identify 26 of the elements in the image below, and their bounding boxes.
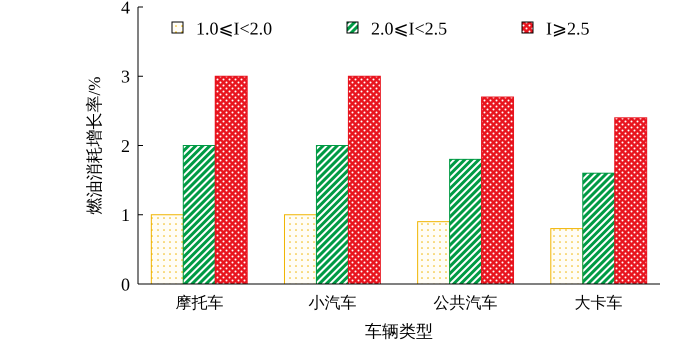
bar [182,145,216,284]
bar [316,145,349,284]
legend-label: 2.0⩽I<2.5 [371,18,448,38]
bar [614,117,648,284]
bar [449,158,482,284]
bar [550,228,584,284]
bar [582,172,616,284]
x-axis-title: 车辆类型 [365,322,433,341]
y-axis-title: 燃油消耗增长率/% [85,76,104,214]
y-tick-label: 4 [121,0,130,18]
y-tick-label: 2 [121,136,130,156]
bar [348,76,381,284]
x-tick-label: 摩托车 [175,294,224,312]
x-tick-label: 公共汽车 [434,294,498,312]
bar [214,76,248,284]
bar [150,214,184,284]
bar [284,214,317,284]
x-tick-label: 大卡车 [574,294,623,312]
y-tick-label: 3 [121,66,130,87]
legend-label: I⩾2.5 [546,18,590,38]
y-tick-label: 0 [121,274,130,294]
bar [481,96,514,284]
bar [417,221,450,284]
x-tick-label: 小汽车 [308,294,356,312]
legend-label: 1.0⩽I<2.0 [196,18,272,38]
y-tick-label: 1 [121,205,130,226]
